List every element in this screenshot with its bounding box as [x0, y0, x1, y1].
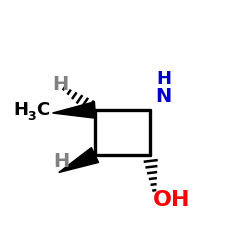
Text: 3: 3 — [28, 110, 36, 123]
Text: H: H — [52, 76, 68, 94]
Polygon shape — [52, 102, 96, 118]
Text: H: H — [53, 152, 70, 171]
Polygon shape — [59, 148, 98, 172]
Text: C: C — [36, 101, 50, 119]
Text: H: H — [14, 101, 29, 119]
Text: N: N — [156, 87, 172, 106]
Text: H: H — [156, 70, 171, 88]
Text: OH: OH — [152, 190, 190, 210]
